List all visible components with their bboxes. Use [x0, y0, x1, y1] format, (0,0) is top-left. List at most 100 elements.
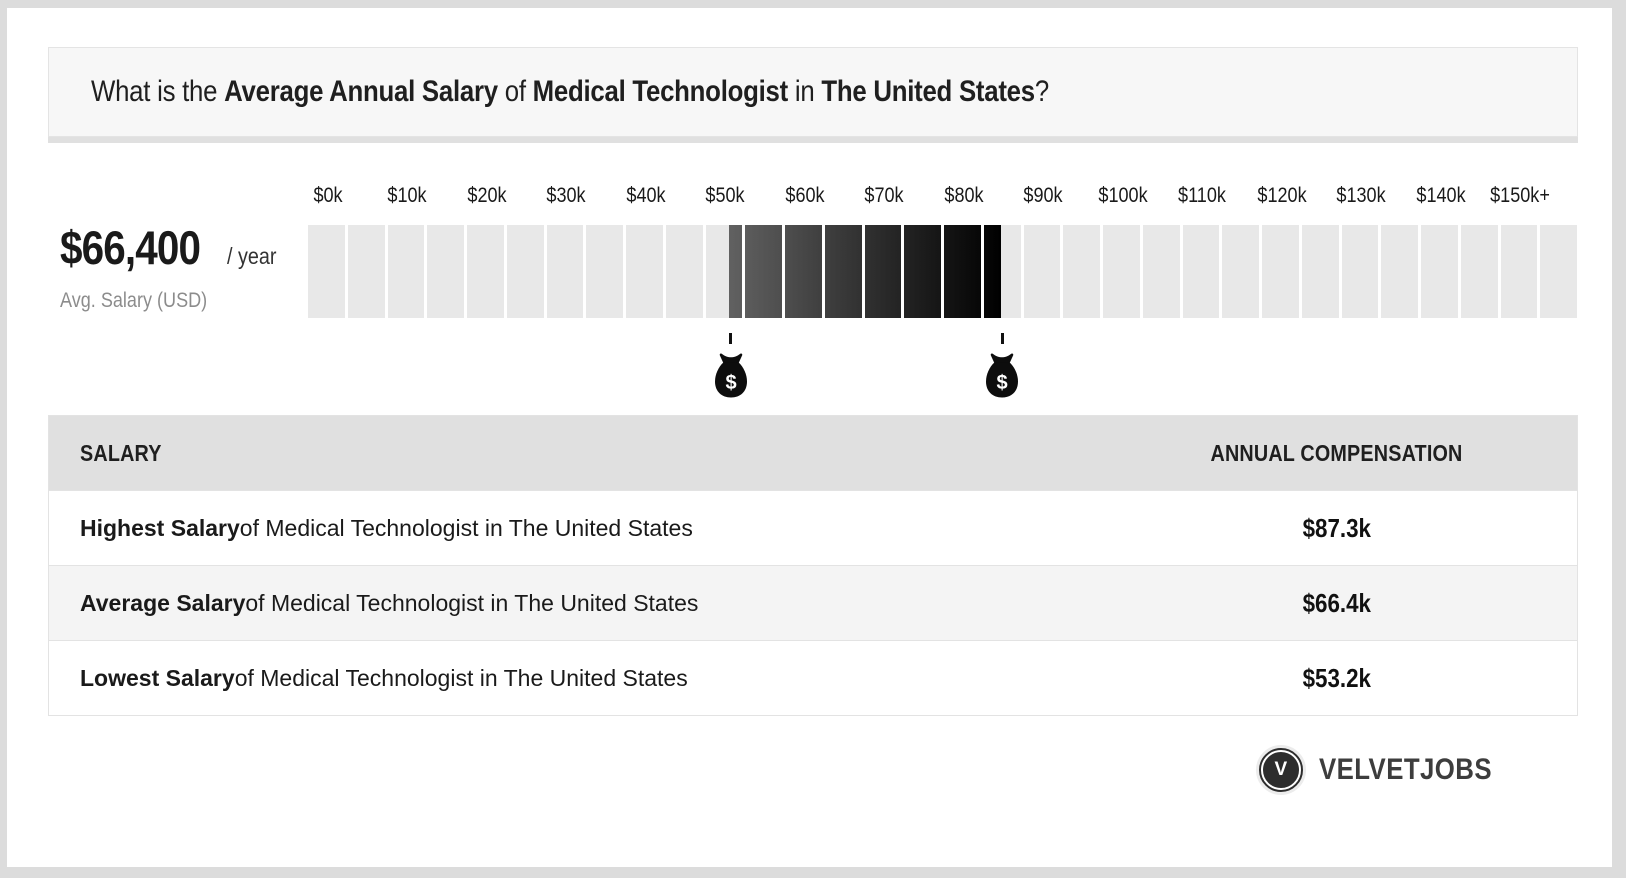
salary-summary: $66,400 / year Avg. Salary (USD) — [60, 220, 284, 313]
bar-segment — [785, 225, 825, 318]
question-box: What is the Average Annual Salary of Med… — [48, 47, 1578, 137]
row-label: Average Salary of Medical Technologist i… — [49, 566, 1097, 640]
column-header-salary: SALARY — [49, 416, 1097, 490]
row-label-bold: Lowest Salary — [80, 664, 235, 691]
bar-segment — [1540, 225, 1580, 318]
brand-name: VELVETJOBS — [1318, 753, 1492, 786]
axis-tick-label: $60k — [785, 184, 825, 207]
salary-table-body: Highest Salary of Medical Technologist i… — [49, 490, 1577, 715]
bar-segment — [1500, 225, 1541, 318]
bar-segment — [1023, 225, 1064, 318]
bar-segment — [665, 225, 706, 318]
row-label: Lowest Salary of Medical Technologist in… — [49, 641, 1097, 715]
column-header-salary-label: SALARY — [80, 439, 162, 466]
bar-segment — [1103, 225, 1143, 318]
axis-tick-label: $70k — [864, 184, 904, 207]
bar-segment — [1460, 225, 1501, 318]
bar-segment — [467, 225, 507, 318]
row-label-bold: Average Salary — [80, 589, 246, 616]
svg-text:$: $ — [996, 372, 1007, 394]
bar-segment — [944, 225, 984, 318]
bar-segment — [1182, 225, 1223, 318]
bar-segment — [1341, 225, 1382, 318]
axis-tick-label: $140k — [1416, 184, 1466, 207]
axis-tick-label: $120k — [1257, 184, 1307, 207]
marker-tick — [729, 333, 733, 344]
average-salary-amount: $66,400 — [60, 221, 201, 274]
row-value: $87.3k — [1302, 512, 1372, 543]
bar-segment — [1301, 225, 1342, 318]
axis-tick-label: $130k — [1336, 184, 1386, 207]
row-value-cell: $87.3k — [1097, 491, 1577, 565]
axis-tick-label: $10k — [387, 184, 427, 207]
question-fragment: in — [787, 75, 822, 108]
row-label-rest: of Medical Technologist in The United St… — [234, 664, 688, 691]
bar-segment — [427, 225, 467, 318]
row-value-cell: $66.4k — [1097, 566, 1577, 640]
row-value-cell: $53.2k — [1097, 641, 1577, 715]
logo-circle-icon: V — [1255, 745, 1306, 795]
question-fragment: of — [497, 75, 533, 108]
page-card: What is the Average Annual Salary of Med… — [7, 8, 1612, 867]
bar-segment — [387, 225, 428, 318]
salary-table: SALARY ANNUAL COMPENSATION Highest Salar… — [48, 415, 1578, 716]
row-label-bold: Highest Salary — [80, 514, 240, 541]
bar-segment — [1262, 225, 1302, 318]
salary-range-chart: $0k $10k $20k $30k $40k $50k $60k $70k $80k $90k $… — [308, 174, 1580, 414]
per-year-label: / year — [226, 243, 277, 269]
bar-segment — [1222, 225, 1262, 318]
row-value: $53.2k — [1302, 662, 1372, 693]
table-row: Highest Salary of Medical Technologist i… — [49, 490, 1577, 565]
table-row: Lowest Salary of Medical Technologist in… — [49, 640, 1577, 715]
question-highlight: The United States — [821, 75, 1035, 108]
axis-tick-label: $30k — [546, 184, 586, 207]
axis-tick-label: $110k — [1178, 184, 1227, 207]
bar-segment — [1421, 225, 1461, 318]
axis-tick-label: $90k — [1023, 184, 1063, 207]
salary-table-header: SALARY ANNUAL COMPENSATION — [49, 416, 1577, 490]
bar-segment — [824, 225, 865, 318]
bar-segment — [864, 225, 905, 318]
velvetjobs-logo[interactable]: V VELVETJOBS — [1255, 745, 1520, 795]
axis-labels: $0k $10k $20k $30k $40k $50k $60k $70k $80k $90k $… — [308, 174, 1580, 208]
money-bag-icon: $ — [986, 353, 1019, 398]
bar-segment — [705, 225, 746, 318]
column-header-annual-compensation: ANNUAL COMPENSATION — [1097, 416, 1577, 490]
bar-segment — [586, 225, 626, 318]
bar-segment — [506, 225, 547, 318]
row-label-rest: of Medical Technologist in The United St… — [239, 514, 693, 541]
range-markers: $ $ — [308, 174, 1580, 414]
logo-letter: V — [1274, 759, 1288, 780]
bar-segment — [546, 225, 587, 318]
axis-tick-label: $50k — [705, 184, 745, 207]
average-salary-caption: Avg. Salary (USD) — [60, 289, 208, 312]
axis-tick-label: $40k — [626, 184, 666, 207]
bar-segment — [1142, 225, 1183, 318]
question-highlight: Average Annual Salary — [224, 75, 498, 108]
axis-tick-label: $80k — [944, 184, 984, 207]
logo-ring — [1260, 750, 1301, 790]
axis-tick-label: $20k — [467, 184, 507, 207]
bar-segment — [347, 225, 388, 318]
bar-segment — [904, 225, 944, 318]
row-label-rest: of Medical Technologist in The United St… — [245, 589, 699, 616]
axis-tick-label: $150k+ — [1490, 184, 1551, 207]
row-value: $66.4k — [1302, 587, 1372, 618]
salary-amount-line: $66,400 / year — [60, 220, 284, 275]
salary-marker: $ — [713, 333, 749, 398]
bar-segment — [983, 225, 1024, 318]
bar-segment — [745, 225, 785, 318]
axis-tick-label: $100k — [1098, 184, 1148, 207]
table-row: Average Salary of Medical Technologist i… — [49, 565, 1577, 640]
question-text: What is the Average Annual Salary of Med… — [91, 75, 1049, 109]
svg-text:$: $ — [725, 372, 736, 394]
money-bag-icon: $ — [714, 353, 747, 398]
question-fragment: ? — [1034, 75, 1049, 108]
question-highlight: Medical Technologist — [532, 75, 789, 108]
column-header-annual-compensation-label: ANNUAL COMPENSATION — [1210, 439, 1463, 466]
salary-bar — [308, 225, 1580, 318]
bar-segment — [1063, 225, 1103, 318]
marker-tick — [1000, 333, 1004, 344]
bar-segment — [308, 225, 348, 318]
bar-segment — [626, 225, 666, 318]
